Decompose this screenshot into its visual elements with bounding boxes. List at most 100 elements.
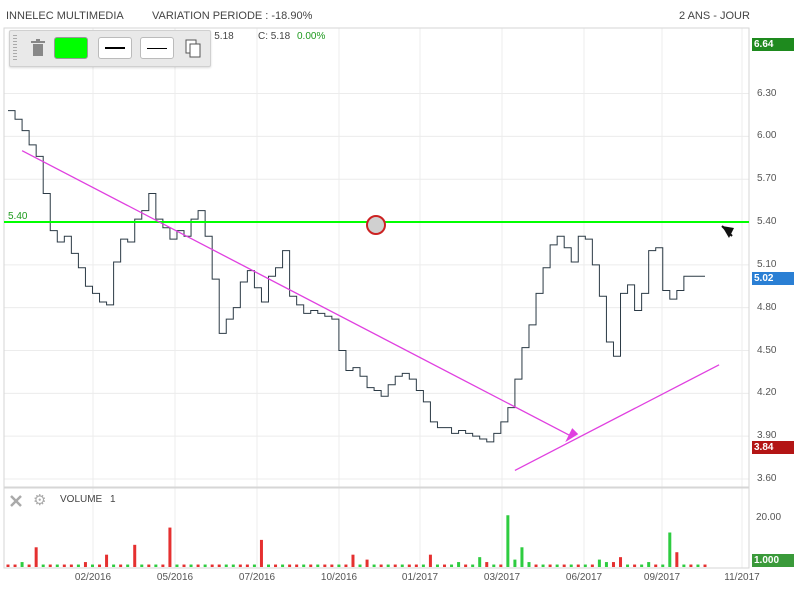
volume-bar	[421, 564, 425, 567]
hline-drag-handle[interactable]	[366, 215, 386, 235]
line-thin-button[interactable]	[140, 37, 174, 59]
price-series-line	[8, 110, 705, 443]
volume-bar	[302, 564, 306, 567]
volume-title: VOLUME	[60, 494, 103, 505]
volume-bar	[379, 564, 383, 567]
ohlc-change: 0.00%	[297, 31, 326, 42]
volume-bar	[112, 564, 116, 567]
volume-bar	[414, 564, 418, 567]
volume-bar	[583, 564, 587, 567]
volume-bar	[471, 564, 475, 567]
volume-bar	[555, 564, 559, 567]
volume-bar	[34, 547, 38, 567]
volume-bar	[576, 564, 580, 567]
volume-bar	[210, 564, 214, 567]
volume-bar	[27, 564, 31, 567]
volume-bar	[675, 552, 679, 567]
volume-bar	[548, 564, 552, 567]
y-tick-label: 4.80	[757, 301, 777, 313]
toolbar-grip[interactable]	[13, 35, 17, 61]
volume-bar	[126, 564, 130, 567]
volume-bar	[590, 564, 594, 567]
volume-bar	[611, 562, 615, 567]
volume-bar	[604, 562, 608, 567]
copy-icon[interactable]	[182, 37, 206, 59]
volume-bar	[119, 564, 123, 567]
volume-plot-frame	[3, 487, 750, 569]
trend-line-down[interactable]	[21, 150, 572, 437]
volume-bar	[654, 564, 658, 567]
volume-bar	[372, 564, 376, 567]
volume-bar	[541, 564, 545, 567]
x-tick-label: 01/2017	[401, 572, 439, 583]
volume-bar	[640, 564, 644, 567]
line-thick-icon	[105, 47, 125, 49]
variation-periode: VARIATION PERIODE : -18.90%	[152, 10, 313, 22]
volume-bar	[189, 564, 193, 567]
y-tick-label: 3.60	[757, 473, 777, 484]
volume-bar	[703, 564, 707, 567]
volume-bar	[626, 564, 630, 567]
volume-bar	[217, 564, 221, 567]
volume-bar	[457, 562, 461, 567]
line-thick-button[interactable]	[98, 37, 132, 59]
volume-bar	[224, 564, 228, 567]
grid	[4, 28, 749, 568]
volume-bar	[696, 564, 700, 567]
trash-icon[interactable]	[26, 37, 50, 59]
volume-bar	[668, 532, 672, 567]
volume-bar	[259, 539, 263, 567]
volume-bar	[161, 564, 165, 567]
volume-bar	[520, 547, 524, 567]
volume-bar	[506, 515, 510, 567]
volume-tick: 20.00	[756, 512, 782, 523]
volume-bar	[69, 564, 73, 567]
volume-bar	[358, 564, 362, 567]
volume-bar	[400, 564, 404, 567]
volume-bar	[499, 564, 503, 567]
gear-icon[interactable]: ⚙	[33, 492, 47, 509]
x-tick-label: 11/2017	[724, 572, 760, 583]
volume-bar	[435, 564, 439, 567]
volume-bar	[231, 564, 235, 567]
volume-bar	[274, 564, 278, 567]
color-swatch-button[interactable]	[54, 37, 88, 59]
volume-bar	[492, 564, 496, 567]
volume-bar	[597, 559, 601, 567]
timeframe-label[interactable]: 2 ANS - JOUR	[679, 10, 750, 22]
x-tick-label: 09/2017	[643, 572, 681, 583]
volume-bar	[203, 564, 207, 567]
volume-bar	[393, 564, 397, 567]
volume-bar	[527, 562, 531, 567]
volume-bar	[98, 564, 102, 567]
volume-bar	[337, 564, 341, 567]
volume-bar	[619, 557, 623, 567]
volume-bars	[6, 515, 707, 567]
volume-bar	[386, 564, 390, 567]
hline-value-label: 5.40	[8, 211, 28, 222]
volume-bar	[55, 564, 59, 567]
ohlc-close: C: 5.18	[258, 31, 291, 42]
volume-bar	[295, 564, 299, 567]
x-tick-label: 06/2017	[565, 572, 603, 583]
volume-bar	[534, 564, 538, 567]
volume-bar	[252, 564, 256, 567]
trend-line-up[interactable]	[514, 364, 720, 472]
line-thin-icon	[147, 48, 167, 49]
price-box-top: 6.64	[752, 38, 794, 51]
volume-bar	[196, 564, 200, 567]
price-plot-frame	[3, 27, 750, 488]
volume-bar	[154, 564, 158, 567]
price-box-low: 3.84	[752, 441, 794, 454]
volume-bar	[478, 557, 482, 567]
volume-bar	[266, 564, 270, 567]
y-tick-label: 3.90	[757, 430, 777, 442]
volume-bar	[13, 564, 17, 567]
close-volume-icon[interactable]	[9, 494, 23, 511]
volume-bar	[83, 562, 87, 567]
volume-bar	[464, 564, 468, 567]
volume-period: 1	[110, 494, 116, 505]
volume-bar	[633, 564, 637, 567]
